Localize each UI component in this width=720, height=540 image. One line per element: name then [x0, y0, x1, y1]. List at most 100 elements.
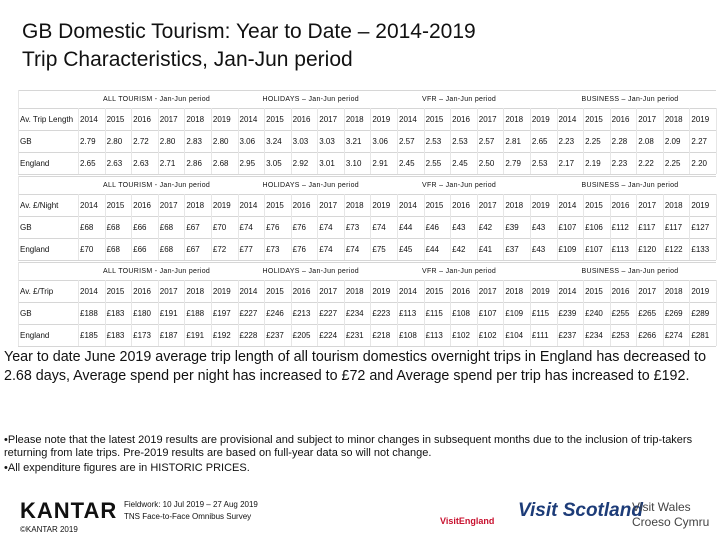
- value-cell: 3.05: [266, 158, 282, 168]
- value-cell: £187: [159, 330, 178, 340]
- col-line: [716, 194, 717, 260]
- row-line: [18, 346, 716, 347]
- col-line: [583, 280, 585, 346]
- col-line: [636, 194, 638, 260]
- value-cell: £117: [638, 222, 656, 232]
- col-line: [397, 280, 398, 346]
- year-header: 2016: [611, 114, 630, 124]
- row-line: [18, 90, 716, 91]
- value-cell: 2.45: [452, 158, 468, 168]
- value-cell: £74: [372, 222, 386, 232]
- value-cell: 2.81: [505, 136, 521, 146]
- group-header: BUSINESS – Jan-Jun period: [581, 267, 679, 275]
- row-line: [18, 238, 716, 239]
- value-cell: 2.53: [452, 136, 468, 146]
- value-cell: 2.25: [585, 136, 601, 146]
- col-line: [210, 194, 212, 260]
- value-cell: £239: [558, 308, 577, 318]
- year-header: 2014: [399, 200, 417, 210]
- col-line: [184, 108, 186, 174]
- value-cell: £102: [478, 330, 497, 340]
- row-line: [18, 152, 716, 153]
- value-cell: 2.55: [425, 158, 442, 168]
- col-line: [636, 280, 638, 346]
- col-line: [529, 280, 531, 346]
- year-header: 2019: [531, 114, 550, 124]
- col-line: [343, 280, 345, 346]
- col-line: [397, 108, 398, 174]
- col-line: [290, 108, 292, 174]
- value-cell: 3.03: [292, 136, 309, 146]
- year-header: 2018: [345, 200, 364, 210]
- col-line: [104, 280, 106, 346]
- value-cell: £111: [531, 330, 549, 340]
- value-cell: 3.10: [345, 158, 362, 168]
- value-cell: £73: [345, 222, 360, 232]
- year-header: 2017: [159, 114, 178, 124]
- col-line: [264, 280, 266, 346]
- col-line: [423, 108, 425, 174]
- value-cell: £68: [159, 244, 174, 254]
- value-cell: £102: [452, 330, 470, 340]
- row-line: [18, 260, 716, 261]
- value-cell: £74: [345, 244, 360, 254]
- col-line: [529, 108, 531, 174]
- value-cell: £70: [212, 222, 227, 232]
- value-cell: £246: [266, 308, 284, 318]
- col-line: [210, 108, 212, 174]
- col-line: [583, 194, 585, 260]
- year-header: 2018: [664, 114, 683, 124]
- value-cell: £274: [664, 330, 683, 340]
- value-cell: £117: [664, 222, 683, 232]
- group-header: ALL TOURISM - Jan-Jun period: [103, 95, 211, 103]
- value-cell: 2.92: [292, 158, 309, 168]
- col-line: [210, 280, 212, 346]
- value-cell: £223: [372, 308, 391, 318]
- value-cell: £234: [345, 308, 364, 318]
- title-line: GB Domestic Tourism: Year to Date – 2014…: [22, 20, 476, 43]
- value-cell: 2.68: [212, 158, 229, 168]
- value-cell: £109: [558, 244, 577, 254]
- row-line: [18, 216, 716, 217]
- col-line: [556, 108, 558, 174]
- value-cell: £45: [399, 244, 413, 254]
- value-cell: £218: [372, 330, 391, 340]
- value-cell: £205: [292, 330, 311, 340]
- value-cell: 2.63: [106, 158, 123, 168]
- value-cell: 2.57: [399, 136, 415, 146]
- value-cell: £74: [319, 244, 333, 254]
- row-label: GB: [20, 136, 32, 146]
- year-header: 2015: [585, 200, 603, 210]
- row-label: England: [20, 244, 50, 254]
- value-cell: £197: [212, 308, 231, 318]
- value-cell: 2.25: [664, 158, 681, 168]
- year-header: 2014: [239, 286, 258, 296]
- year-header: 2014: [239, 200, 258, 210]
- row-line: [18, 108, 716, 109]
- value-cell: 3.06: [372, 136, 388, 146]
- row-line: [18, 262, 716, 263]
- value-cell: £173: [133, 330, 151, 340]
- year-header: 2019: [212, 114, 231, 124]
- value-cell: 2.71: [159, 158, 176, 168]
- col-line: [397, 194, 398, 260]
- col-line: [689, 108, 691, 174]
- col-line: [264, 194, 266, 260]
- value-cell: 3.03: [319, 136, 335, 146]
- year-header: 2016: [292, 200, 311, 210]
- group-header: ALL TOURISM - Jan-Jun period: [103, 267, 211, 275]
- year-header: 2019: [372, 114, 391, 124]
- row-label: GB: [20, 308, 32, 318]
- value-cell: £42: [478, 222, 493, 232]
- value-cell: 2.17: [558, 158, 575, 168]
- value-cell: £113: [399, 308, 417, 318]
- value-cell: £281: [691, 330, 710, 340]
- value-cell: 3.06: [239, 136, 256, 146]
- col-line: [237, 280, 239, 346]
- value-cell: £192: [212, 330, 231, 340]
- value-cell: 2.80: [212, 136, 229, 146]
- year-header: 2016: [133, 200, 151, 210]
- group-header: HOLIDAYS – Jan-Jun period: [262, 95, 359, 103]
- value-cell: £228: [239, 330, 258, 340]
- year-header: 2016: [133, 114, 151, 124]
